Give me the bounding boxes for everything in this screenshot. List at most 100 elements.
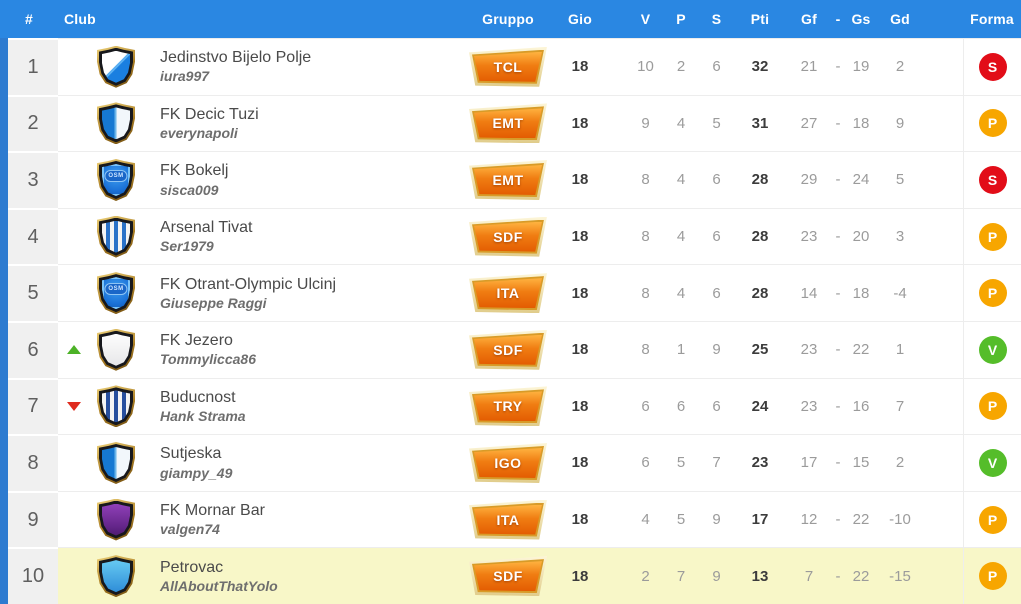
losses: 6 xyxy=(699,151,734,208)
group-badge[interactable]: IGO xyxy=(469,442,547,483)
wins: 8 xyxy=(628,207,663,265)
games-played: 18 xyxy=(558,320,602,378)
forma-cell: P xyxy=(963,264,1021,321)
group-badge[interactable]: SDF xyxy=(469,329,547,370)
form-badge[interactable]: P xyxy=(978,505,1007,534)
goals-for: 21 xyxy=(786,38,832,95)
club-cell[interactable]: FK Otrant-Olympic Ulcinj Giuseppe Raggi xyxy=(142,264,458,321)
forma-cell: P xyxy=(963,207,1021,265)
manager-name[interactable]: Giuseppe Raggi xyxy=(160,294,267,311)
points: 24 xyxy=(734,377,786,435)
form-badge[interactable]: P xyxy=(978,222,1007,251)
club-name[interactable]: FK Otrant-Olympic Ulcinj xyxy=(160,275,337,293)
club-name[interactable]: Sutjeska xyxy=(160,445,222,463)
points: 28 xyxy=(734,207,786,265)
manager-name[interactable]: iura997 xyxy=(160,68,210,85)
manager-name[interactable]: giampy_49 xyxy=(160,464,233,481)
manager-name[interactable]: Tommylicca86 xyxy=(160,351,256,368)
club-cell[interactable]: FK Mornar Bar valgen74 xyxy=(142,490,458,548)
club-name[interactable]: FK Jezero xyxy=(160,332,233,350)
goals-for: 17 xyxy=(786,434,832,491)
club-cell[interactable]: Arsenal Tivat Ser1979 xyxy=(142,207,458,265)
spacer xyxy=(602,490,628,548)
forma-cell: P xyxy=(963,547,1021,604)
manager-name[interactable]: valgen74 xyxy=(160,521,220,538)
table-row[interactable]: 8 Sutjeska giampy_49 IGO 18 6 5 7 23 17 … xyxy=(0,434,1021,491)
manager-name[interactable]: Ser1979 xyxy=(160,238,214,255)
form-badge[interactable]: P xyxy=(978,279,1007,308)
group-label: IGO xyxy=(474,447,542,478)
losses: 6 xyxy=(699,264,734,321)
form-badge[interactable]: P xyxy=(978,392,1007,421)
form-badge[interactable]: S xyxy=(978,165,1007,194)
group-badge[interactable]: EMT xyxy=(469,103,547,144)
header-forma: Forma xyxy=(970,11,1014,27)
wins: 9 xyxy=(628,94,663,152)
wins: 8 xyxy=(628,320,663,378)
goals-for: 23 xyxy=(786,207,832,265)
movement-cell xyxy=(58,547,90,604)
form-badge[interactable]: V xyxy=(978,335,1007,364)
club-badge xyxy=(90,207,142,265)
group-label: SDF xyxy=(474,221,542,252)
spacer xyxy=(602,434,628,491)
shield-icon xyxy=(97,555,135,598)
group-badge[interactable]: ITA xyxy=(469,499,547,540)
form-badge[interactable]: P xyxy=(978,562,1007,591)
club-cell[interactable]: Petrovac AllAboutThatYolo xyxy=(142,547,458,604)
goal-diff: -10 xyxy=(878,490,922,548)
group-label: ITA xyxy=(474,504,542,535)
group-badge[interactable]: TCL xyxy=(469,46,547,87)
goal-diff: 2 xyxy=(878,38,922,95)
club-name[interactable]: FK Mornar Bar xyxy=(160,502,265,520)
form-badge[interactable]: V xyxy=(978,448,1007,477)
spacer xyxy=(922,264,963,321)
club-cell[interactable]: Buducnost Hank Strama xyxy=(142,377,458,435)
table-row[interactable]: 1 Jedinstvo Bijelo Polje iura997 TCL 18 … xyxy=(0,38,1021,95)
group-badge[interactable]: ITA xyxy=(469,273,547,314)
group-badge[interactable]: SDF xyxy=(469,216,547,257)
club-cell[interactable]: FK Jezero Tommylicca86 xyxy=(142,320,458,378)
rank: 10 xyxy=(0,547,58,604)
group-badge[interactable]: TRY xyxy=(469,386,547,427)
movement-cell xyxy=(58,38,90,95)
group-badge[interactable]: SDF xyxy=(469,556,547,597)
table-row[interactable]: 6 FK Jezero Tommylicca86 SDF 18 8 1 9 25… xyxy=(0,320,1021,378)
club-name[interactable]: FK Decic Tuzi xyxy=(160,105,259,123)
table-row[interactable]: 7 Buducnost Hank Strama TRY 18 6 6 6 24 … xyxy=(0,377,1021,435)
form-badge[interactable]: P xyxy=(978,109,1007,138)
header-goal-diff: Gd xyxy=(890,11,910,27)
table-row[interactable]: 3 OSM FK Bokelj sisca009 EMT 18 8 4 6 28… xyxy=(0,151,1021,208)
header-goals-for: Gf xyxy=(801,11,817,27)
club-name[interactable]: Arsenal Tivat xyxy=(160,219,253,237)
manager-name[interactable]: sisca009 xyxy=(160,181,219,198)
group-badge[interactable]: EMT xyxy=(469,159,547,200)
spacer xyxy=(602,377,628,435)
header-gio: Gio xyxy=(568,11,592,27)
manager-name[interactable]: AllAboutThatYolo xyxy=(160,577,278,594)
table-row[interactable]: 5 OSM FK Otrant-Olympic Ulcinj Giuseppe … xyxy=(0,264,1021,321)
header-draws: P xyxy=(676,11,686,27)
group-label: ITA xyxy=(474,278,542,309)
table-row[interactable]: 4 Arsenal Tivat Ser1979 SDF 18 8 4 6 28 … xyxy=(0,207,1021,265)
club-cell[interactable]: FK Decic Tuzi everynapoli xyxy=(142,94,458,152)
draws: 2 xyxy=(663,38,699,95)
table-row-highlighted[interactable]: 10 Petrovac AllAboutThatYolo SDF 18 2 7 … xyxy=(0,547,1021,604)
goals-dash: - xyxy=(832,151,844,208)
club-name[interactable]: Jedinstvo Bijelo Polje xyxy=(160,49,312,67)
table-row[interactable]: 2 FK Decic Tuzi everynapoli EMT 18 9 4 5… xyxy=(0,94,1021,152)
manager-name[interactable]: Hank Strama xyxy=(160,408,246,425)
club-name[interactable]: Buducnost xyxy=(160,388,236,406)
club-cell[interactable]: Sutjeska giampy_49 xyxy=(142,434,458,491)
points: 23 xyxy=(734,434,786,491)
table-row[interactable]: 9 FK Mornar Bar valgen74 ITA 18 4 5 9 17… xyxy=(0,490,1021,548)
draws: 4 xyxy=(663,207,699,265)
form-badge[interactable]: S xyxy=(978,52,1007,81)
manager-name[interactable]: everynapoli xyxy=(160,125,238,142)
points: 32 xyxy=(734,38,786,95)
club-cell[interactable]: FK Bokelj sisca009 xyxy=(142,151,458,208)
club-name[interactable]: FK Bokelj xyxy=(160,162,229,180)
spacer xyxy=(922,38,963,95)
club-name[interactable]: Petrovac xyxy=(160,558,224,576)
club-cell[interactable]: Jedinstvo Bijelo Polje iura997 xyxy=(142,38,458,95)
